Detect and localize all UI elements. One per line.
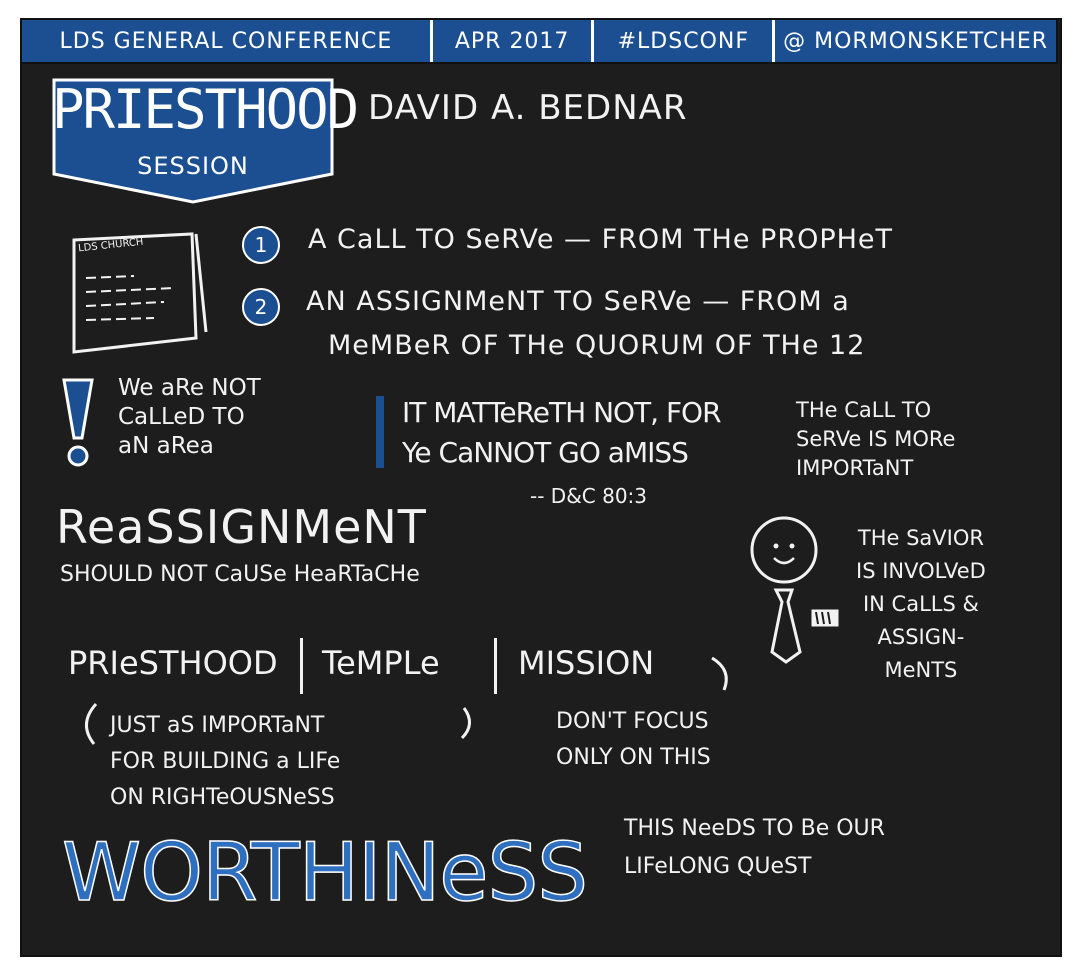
header-date: APR 2017	[433, 20, 595, 62]
point-1-badge: 1	[242, 226, 280, 264]
focus-note-line: ONLY ON THIS	[556, 745, 711, 770]
triad-mission: MISSION	[518, 644, 655, 682]
worthiness-title: WORTHINeSS	[61, 825, 589, 920]
point-2-line1: AN ASSIGNMeNT TO SeRVe — FROM a	[306, 286, 850, 317]
focus-note-line: DON'T FOCUS	[556, 709, 709, 734]
parenthesis-bracket	[85, 702, 471, 745]
worthiness-note-line: THIS NeeDS TO Be OUR	[624, 816, 885, 841]
triad-note: JUST aS IMPORTaNT FOR BUILDING a LIFe ON…	[110, 708, 340, 816]
worthiness-note-line: LIFeLONG QUeST	[624, 854, 812, 879]
banner-title: PRIESTHOOD	[52, 78, 359, 141]
worthiness-note: THIS NeeDS TO Be OUR LIFeLONG QUeST	[624, 810, 885, 886]
point-2-badge: 2	[242, 288, 280, 326]
call-note-line: THe CaLL TO	[796, 398, 932, 422]
smiling-figure-icon	[750, 516, 839, 664]
quote-bar	[376, 396, 384, 468]
savior-note-line: IS INVOLVeD	[856, 559, 986, 583]
point-1-text: A CaLL TO SeRVe — FROM THe PROPHeT	[308, 224, 894, 255]
savior-note: THe SaVIOR IS INVOLVeD IN CaLLS & ASSIGN…	[856, 522, 986, 687]
triad-divider	[494, 638, 497, 694]
quote-reference: -- D&C 80:3	[530, 484, 648, 508]
triad-priesthood: PRIeSTHOOD	[68, 644, 278, 682]
area-note: We aRe NOT CaLLeD TO aN aRea	[118, 374, 261, 461]
savior-note-line: THe SaVIOR	[857, 526, 984, 550]
focus-note: DON'T FOCUS ONLY ON THIS	[556, 704, 711, 776]
parenthesis-bracket	[711, 656, 728, 691]
area-note-line: We aRe NOT	[118, 375, 261, 401]
savior-note-line: IN CaLLS &	[862, 592, 979, 616]
header-event: LDS GENERAL CONFERENCE	[22, 20, 433, 62]
letter-icon	[72, 232, 208, 354]
header-hashtag: #LDSCONF	[594, 20, 776, 62]
triad-note-line: ON RIGHTeOUSNeSS	[110, 785, 335, 810]
triad-note-line: FOR BUILDING a LIFe	[110, 749, 341, 774]
savior-note-line: MeNTS	[884, 658, 958, 682]
header-handle: @ MORMONSKETCHER	[783, 28, 1049, 54]
session-banner	[52, 78, 334, 204]
savior-note-line: ASSIGN-	[877, 625, 965, 649]
call-note-line: SeRVe IS MORe	[796, 427, 956, 451]
call-note: THe CaLL TO SeRVe IS MORe IMPORTaNT	[796, 396, 955, 483]
call-note-line: IMPORTaNT	[796, 456, 914, 480]
reassignment-subtitle: SHOULD NOT CaUSe HeaRTaCHe	[60, 562, 420, 587]
area-note-line: aN aRea	[118, 433, 214, 459]
quote-line-1: IT MATTeReTH NOT, FOR	[402, 396, 722, 429]
quote-line-2: Ye CaNNOT GO aMISS	[402, 436, 689, 469]
triad-note-line: JUST aS IMPORTaNT	[110, 713, 325, 738]
banner-subtitle: SESSION	[137, 152, 249, 180]
triad-temple: TeMPLe	[322, 644, 440, 682]
area-note-line: CaLLeD TO	[118, 404, 245, 430]
exclamation-icon	[62, 378, 94, 467]
reassignment-title: ReaSSIGNMeNT	[56, 500, 427, 554]
speaker-name: DAVID A. BEDNAR	[368, 88, 688, 128]
header-bar: LDS GENERAL CONFERENCE APR 2017 #LDSCONF…	[20, 18, 1058, 64]
point-2-line2: MeMBeR OF THe QUORUM OF THe 12	[328, 330, 866, 361]
triad-divider	[300, 638, 303, 694]
